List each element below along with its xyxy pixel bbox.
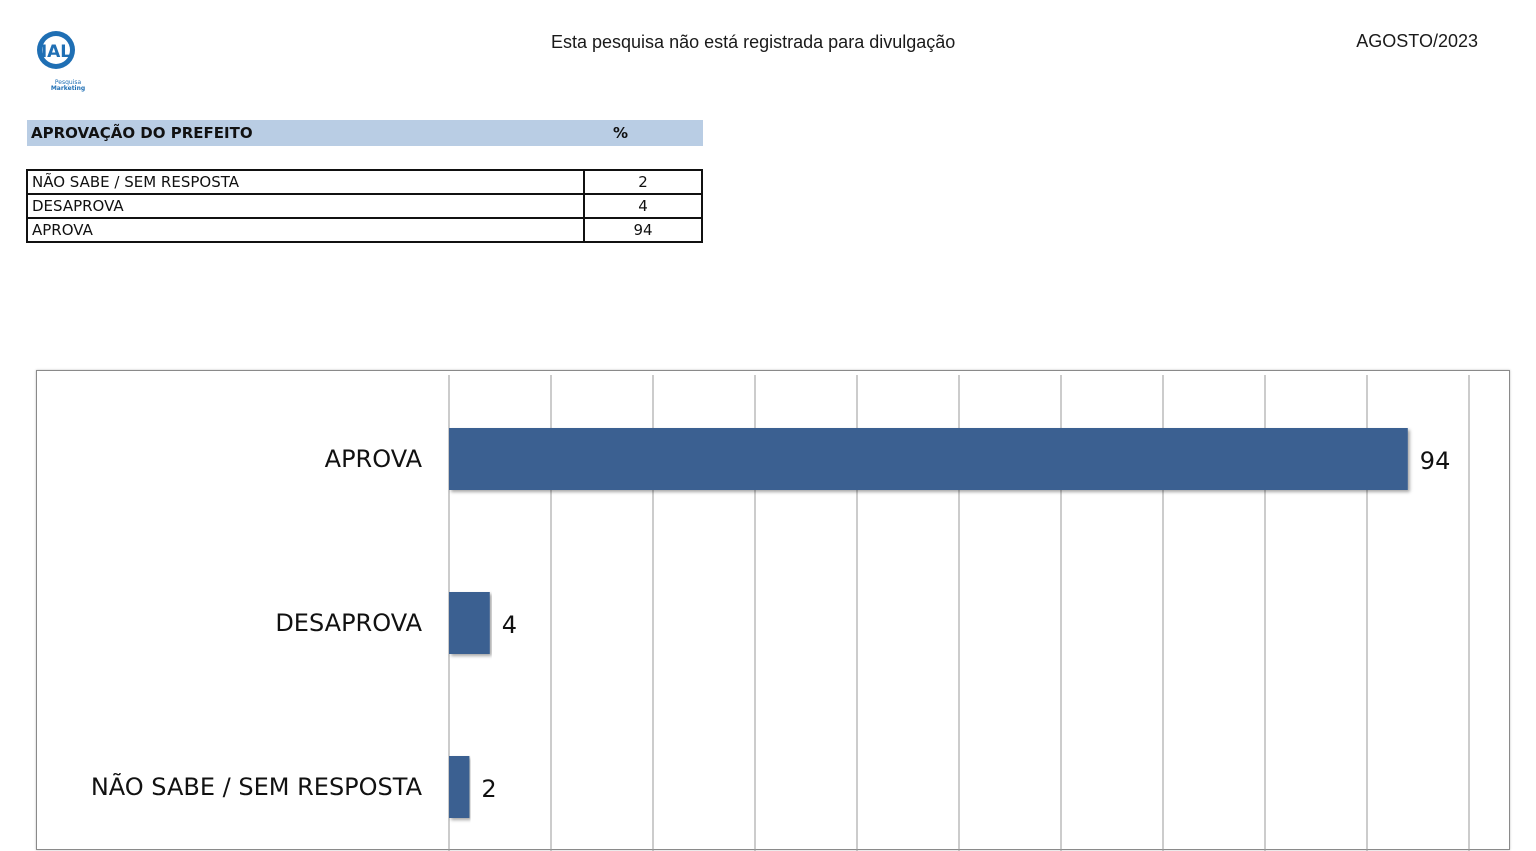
svg-text:Pesquisa: Pesquisa xyxy=(55,79,82,86)
svg-text:IAL: IAL xyxy=(41,42,71,62)
data-label: 4 xyxy=(502,611,517,639)
approval-bar-chart: APROVA 94 DESAPROVA 4 NÃO SABE / SEM RESPOST… xyxy=(36,370,1510,851)
category-label: DESAPROVA xyxy=(275,609,422,637)
row-label: APROVA xyxy=(26,217,585,243)
row-label: DESAPROVA xyxy=(26,193,585,219)
bar-3 xyxy=(449,756,470,818)
row-value: 2 xyxy=(583,169,703,195)
category-label: APROVA xyxy=(325,445,423,473)
category-label: NÃO SABE / SEM RESPOSTA xyxy=(91,771,423,801)
percent-column-header: % xyxy=(613,124,629,142)
table-row: DESAPROVA 4 xyxy=(26,193,703,219)
bar-2 xyxy=(449,592,490,654)
table-title: APROVAÇÃO DO PREFEITO xyxy=(31,124,253,142)
row-value: 94 xyxy=(583,217,703,243)
chart-canvas: APROVA 94 DESAPROVA 4 NÃO SABE / SEM RESPOST… xyxy=(91,375,1470,851)
row-value: 4 xyxy=(583,193,703,219)
row-label: NÃO SABE / SEM RESPOSTA xyxy=(26,169,585,195)
data-label: 94 xyxy=(1420,447,1451,475)
table-row: APROVA 94 xyxy=(26,217,703,243)
data-label: 2 xyxy=(481,775,496,803)
svg-text:Marketing: Marketing xyxy=(51,85,85,92)
table-header-band: APROVAÇÃO DO PREFEITO % xyxy=(27,120,703,146)
registration-notice: Esta pesquisa não está registrada para d… xyxy=(551,32,956,52)
table-row: NÃO SABE / SEM RESPOSTA 2 xyxy=(26,169,703,195)
bar-1 xyxy=(449,428,1408,490)
company-logo: IAL Pesquisa Marketing xyxy=(37,31,85,92)
survey-date: AGOSTO/2023 xyxy=(1356,31,1478,51)
results-table: NÃO SABE / SEM RESPOSTA 2 DESAPROVA 4 AP… xyxy=(26,169,703,243)
